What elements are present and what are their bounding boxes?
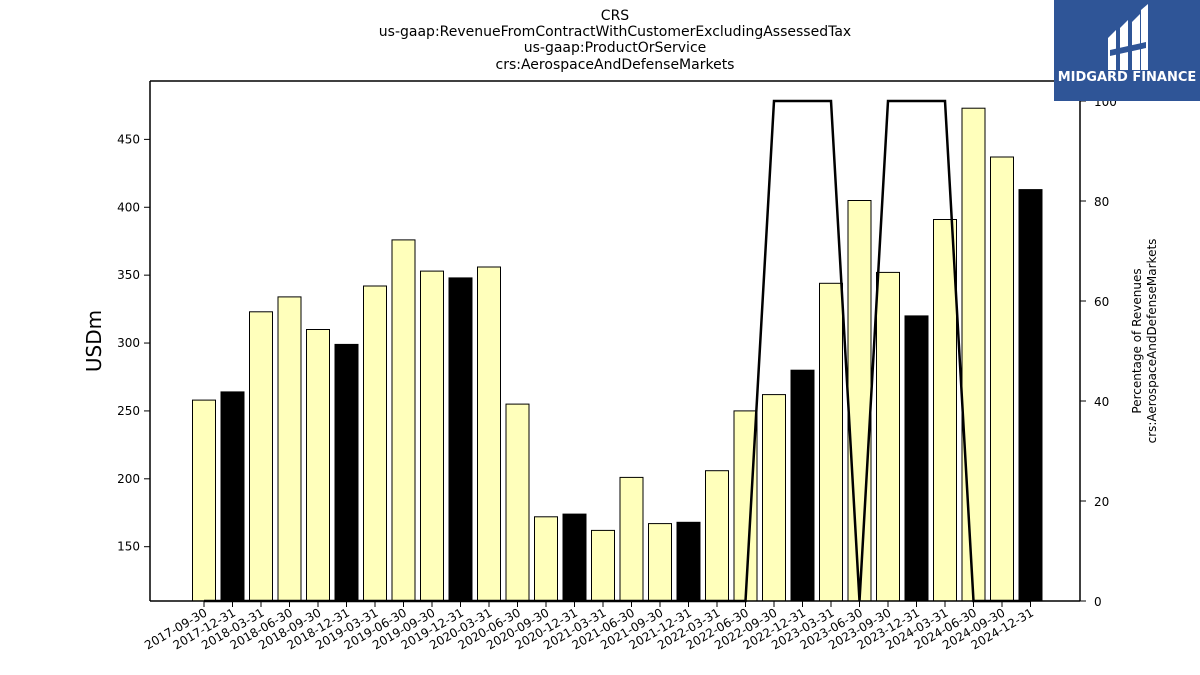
y2-tick-label: 60 xyxy=(1094,295,1109,309)
bar-2018-03-31 xyxy=(249,311,273,602)
bar-2022-03-31 xyxy=(705,470,729,602)
bar-2018-09-30 xyxy=(306,329,330,602)
bar-series xyxy=(192,107,1043,602)
y-tick-label: 200 xyxy=(117,472,140,486)
bar-2019-12-31 xyxy=(448,277,473,602)
x-ticks: 2017-09-302017-12-312018-03-312018-06-30… xyxy=(142,601,1036,652)
bar-2021-09-30 xyxy=(648,523,672,602)
y2-axis-label-line-1: Percentage of Revenues xyxy=(1130,268,1144,413)
bar-2018-06-30 xyxy=(277,296,302,602)
bar-2019-09-30 xyxy=(420,270,444,602)
bar-2021-06-30 xyxy=(619,476,644,602)
bar-2021-12-31 xyxy=(676,521,701,602)
bar-2024-03-31 xyxy=(933,219,957,602)
bar-2024-06-30 xyxy=(961,107,986,602)
chart-title-line-4: crs:AerospaceAndDefenseMarkets xyxy=(496,57,735,73)
bar-2022-12-31 xyxy=(790,369,815,602)
chart-title-line-3: us-gaap:ProductOrService xyxy=(524,40,707,56)
bar-2019-06-30 xyxy=(391,239,416,602)
bar-2017-09-30 xyxy=(192,399,216,602)
y-tick-label: 450 xyxy=(117,132,140,146)
y-axis-label: USDm xyxy=(82,310,106,372)
midgard-finance-logo: MIDGARD FINANCE xyxy=(1054,0,1200,101)
y-tick-label: 300 xyxy=(117,336,140,350)
bar-2021-03-31 xyxy=(591,529,615,602)
bar-2022-09-30 xyxy=(762,394,786,602)
y2-tick-label: 0 xyxy=(1094,595,1102,609)
y2-axis-label-line-2: crs:AerospaceAndDefenseMarkets xyxy=(1145,239,1159,444)
bar-2023-06-30 xyxy=(847,200,872,602)
chart-title: CRS us-gaap:RevenueFromContractWithCusto… xyxy=(379,8,851,73)
y2-axis-label: Percentage of Revenues crs:AerospaceAndD… xyxy=(1130,239,1159,444)
bar-2024-09-30 xyxy=(990,156,1014,602)
bar-2024-12-31 xyxy=(1018,189,1043,602)
bar-2020-12-31 xyxy=(562,513,587,602)
bar-2023-12-31 xyxy=(904,315,929,602)
bar-2019-03-31 xyxy=(363,285,387,602)
y-tick-label: 400 xyxy=(117,200,140,214)
chart-title-line-2: us-gaap:RevenueFromContractWithCustomerE… xyxy=(379,24,851,40)
bar-2020-03-31 xyxy=(477,266,501,602)
y-tick-label: 250 xyxy=(117,404,140,418)
bar-2020-09-30 xyxy=(534,516,558,602)
bar-2018-12-31 xyxy=(334,343,359,602)
y-tick-label: 150 xyxy=(117,540,140,554)
bar-2023-09-30 xyxy=(876,271,900,602)
bar-2020-06-30 xyxy=(505,403,530,602)
logo-text: MIDGARD FINANCE xyxy=(1058,70,1197,85)
y2-tick-label: 40 xyxy=(1094,395,1109,409)
bar-2023-03-31 xyxy=(819,282,843,602)
bar-2017-12-31 xyxy=(220,391,245,602)
chart-title-line-1: CRS xyxy=(601,8,630,24)
left-y-ticks: 150 200 250 300 350 400 450 xyxy=(117,132,150,554)
y2-tick-label: 80 xyxy=(1094,195,1109,209)
y-tick-label: 350 xyxy=(117,268,140,282)
logo-mark-icon xyxy=(1108,4,1148,70)
y2-tick-label: 20 xyxy=(1094,495,1109,509)
